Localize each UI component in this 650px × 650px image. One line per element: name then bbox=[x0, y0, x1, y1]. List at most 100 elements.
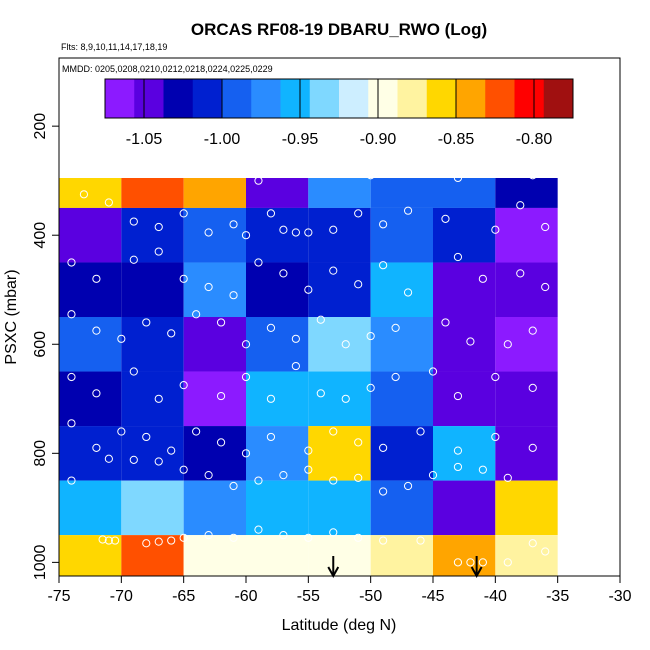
data-point bbox=[192, 310, 201, 319]
colorbar-swatch bbox=[192, 79, 223, 118]
data-point bbox=[92, 443, 101, 452]
heatmap-cell bbox=[59, 262, 122, 317]
data-point bbox=[441, 318, 450, 327]
data-point bbox=[304, 465, 313, 474]
data-point bbox=[566, 122, 575, 131]
colorbar-tick-label: -0.90 bbox=[360, 131, 397, 148]
data-point bbox=[154, 222, 163, 232]
colorbar-swatch bbox=[368, 79, 398, 118]
x-tick-label: -60 bbox=[234, 588, 257, 605]
x-axis-label: Latitude (deg N) bbox=[282, 617, 397, 634]
heatmap-cell bbox=[59, 535, 122, 576]
data-point bbox=[491, 225, 500, 234]
heatmap-cell bbox=[308, 371, 371, 427]
data-point bbox=[341, 394, 350, 403]
data-point bbox=[379, 443, 388, 452]
data-point bbox=[541, 122, 550, 131]
heatmap-cell bbox=[59, 371, 122, 427]
colorbar-swatch bbox=[485, 79, 515, 118]
data-point bbox=[279, 149, 288, 158]
heatmap-cell bbox=[246, 178, 309, 208]
data-point bbox=[154, 457, 163, 466]
data-point bbox=[366, 120, 375, 130]
data-point bbox=[597, 122, 606, 131]
heatmap-cell bbox=[308, 317, 371, 372]
data-point bbox=[379, 122, 388, 131]
data-point bbox=[92, 389, 101, 398]
data-point bbox=[291, 361, 300, 371]
heatmap-cell bbox=[433, 178, 496, 208]
colorbar-swatch bbox=[514, 79, 545, 118]
data-point bbox=[329, 225, 338, 234]
data-point bbox=[304, 285, 313, 294]
data-point bbox=[466, 558, 475, 567]
data-point bbox=[466, 337, 475, 346]
x-tick-label: -50 bbox=[359, 588, 382, 605]
data-point bbox=[167, 536, 176, 545]
heatmap-cell bbox=[246, 371, 309, 427]
data-point bbox=[104, 198, 113, 207]
data-point bbox=[92, 274, 101, 283]
data-point bbox=[329, 266, 338, 275]
data-point bbox=[266, 394, 276, 403]
data-point bbox=[491, 372, 500, 382]
heatmap-cell bbox=[495, 426, 558, 481]
heatmap-cell bbox=[246, 535, 309, 576]
data-point bbox=[129, 217, 138, 226]
data-point bbox=[192, 427, 201, 436]
data-point bbox=[142, 160, 151, 169]
x-tick-label: -65 bbox=[172, 588, 195, 605]
data-point bbox=[329, 427, 338, 436]
data-point bbox=[67, 419, 76, 428]
data-point bbox=[453, 446, 463, 455]
data-point bbox=[229, 291, 238, 300]
data-point bbox=[379, 536, 388, 545]
data-point bbox=[453, 252, 463, 262]
data-point bbox=[316, 315, 325, 324]
colorbar-swatch bbox=[251, 79, 281, 118]
data-point bbox=[179, 381, 188, 390]
data-point bbox=[254, 176, 263, 185]
data-point bbox=[528, 539, 537, 548]
data-point bbox=[266, 127, 276, 136]
data-point bbox=[216, 438, 226, 447]
x-tick-label: -55 bbox=[297, 588, 320, 605]
data-point bbox=[603, 122, 612, 131]
colorbar-swatch bbox=[163, 79, 194, 118]
data-point bbox=[329, 476, 338, 485]
data-point bbox=[590, 122, 600, 131]
data-point bbox=[354, 438, 363, 447]
data-point bbox=[416, 427, 425, 436]
data-point bbox=[179, 130, 188, 139]
data-point bbox=[279, 531, 288, 540]
heatmap-cell bbox=[246, 317, 309, 372]
colorbar-swatch bbox=[397, 79, 428, 118]
data-point bbox=[241, 231, 251, 240]
data-point bbox=[391, 323, 400, 333]
data-point bbox=[516, 162, 525, 172]
data-point bbox=[92, 146, 101, 155]
data-point bbox=[92, 326, 101, 335]
data-point bbox=[229, 533, 238, 542]
colorbar-tick-label: -0.85 bbox=[438, 131, 475, 148]
heatmap-cell bbox=[308, 207, 371, 263]
data-point bbox=[154, 124, 163, 133]
data-point bbox=[229, 220, 238, 229]
data-point bbox=[98, 535, 107, 544]
x-tick-label: -45 bbox=[421, 588, 444, 605]
data-point bbox=[129, 455, 138, 464]
heatmap-cell bbox=[183, 178, 246, 208]
data-point bbox=[291, 128, 300, 137]
data-point bbox=[92, 128, 101, 137]
data-point bbox=[117, 127, 126, 136]
colorbar-swatch bbox=[105, 79, 135, 118]
data-point bbox=[528, 122, 537, 131]
heatmap-cell bbox=[121, 371, 184, 427]
data-point bbox=[179, 274, 188, 283]
heatmap-cell bbox=[183, 426, 246, 481]
data-point bbox=[111, 536, 120, 545]
y-tick-label: 200 bbox=[32, 113, 49, 140]
x-axis: -75 -70 -65 -60 -55 -50 -45 -40 -35 -30 bbox=[47, 575, 632, 605]
heatmap-cell bbox=[59, 480, 122, 536]
